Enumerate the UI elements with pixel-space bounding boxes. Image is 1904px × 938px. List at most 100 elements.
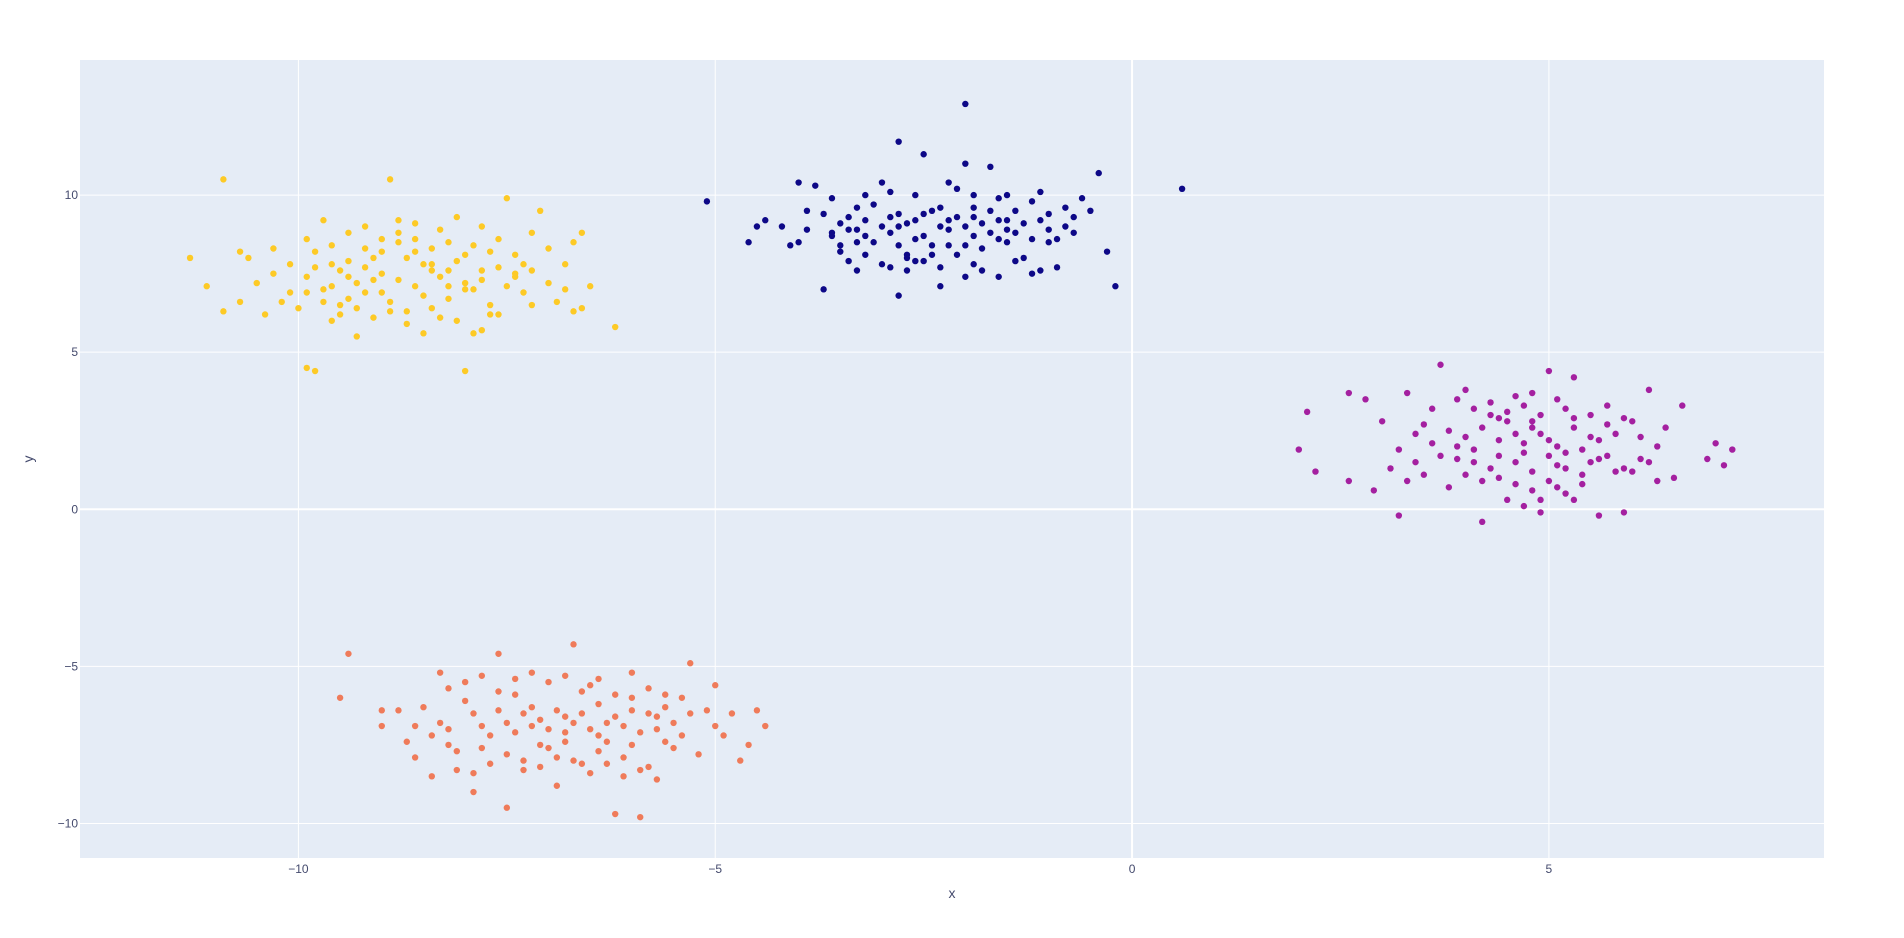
data-point	[687, 710, 694, 717]
data-point	[278, 298, 285, 306]
data-point	[586, 769, 594, 777]
data-point	[386, 298, 394, 306]
data-point	[1604, 402, 1611, 409]
data-point	[586, 725, 594, 733]
data-point	[603, 738, 611, 745]
data-point	[345, 273, 352, 280]
data-point	[553, 754, 561, 761]
data-point	[1529, 418, 1536, 425]
data-point	[428, 304, 436, 312]
data-point	[1462, 433, 1469, 441]
data-point	[1395, 512, 1403, 519]
data-point	[520, 261, 527, 268]
data-point	[637, 766, 644, 774]
data-point	[695, 751, 702, 758]
data-point	[1362, 396, 1369, 403]
data-point	[995, 235, 1002, 243]
data-point	[403, 320, 410, 328]
data-point	[662, 738, 669, 745]
data-point	[928, 251, 936, 258]
data-point	[261, 311, 269, 318]
data-point	[670, 719, 677, 727]
data-point	[470, 710, 477, 717]
data-point	[1487, 465, 1494, 472]
data-point	[712, 682, 719, 689]
data-point	[720, 732, 727, 739]
data-point	[553, 707, 561, 714]
data-point	[561, 261, 569, 268]
data-point	[495, 650, 502, 657]
data-point	[1378, 418, 1386, 425]
data-point	[1562, 405, 1569, 412]
data-point	[378, 270, 385, 277]
data-point	[1062, 223, 1069, 230]
data-point	[1037, 217, 1044, 224]
y-tick-label: 0	[71, 502, 78, 516]
data-point	[1587, 411, 1594, 419]
data-point	[453, 257, 461, 265]
data-point	[1579, 446, 1586, 453]
data-point	[1512, 392, 1519, 400]
data-point	[1529, 389, 1536, 397]
data-point	[353, 333, 360, 340]
data-point	[878, 261, 886, 268]
data-point	[853, 204, 861, 211]
data-point	[662, 691, 669, 698]
data-point	[186, 254, 194, 262]
data-point	[612, 713, 619, 720]
data-point	[1003, 217, 1011, 224]
data-point	[745, 239, 752, 246]
data-point	[286, 261, 294, 268]
data-point	[1412, 458, 1419, 466]
data-point	[578, 304, 586, 312]
data-point	[511, 675, 519, 683]
data-point	[653, 713, 661, 720]
data-point	[970, 213, 977, 221]
data-point	[511, 251, 519, 258]
data-point	[528, 703, 536, 711]
data-point	[853, 267, 861, 274]
data-point	[353, 279, 360, 287]
data-point	[570, 757, 577, 764]
data-point	[1579, 471, 1586, 478]
data-point	[1629, 468, 1636, 475]
data-point	[970, 191, 977, 199]
data-point	[253, 279, 260, 287]
data-point	[837, 242, 844, 249]
data-point	[1645, 386, 1653, 394]
data-point	[478, 276, 486, 284]
data-point	[553, 298, 561, 306]
data-point	[1504, 418, 1511, 425]
data-point	[303, 273, 310, 280]
data-point	[1512, 480, 1519, 488]
data-point	[503, 283, 511, 290]
data-point	[595, 732, 602, 739]
data-point	[1453, 396, 1461, 403]
data-point	[520, 289, 527, 296]
y-tick-label: −10	[58, 816, 79, 830]
data-point	[1545, 452, 1553, 460]
data-point	[361, 245, 369, 252]
data-points	[186, 100, 1736, 821]
data-point	[1037, 267, 1044, 274]
data-point	[528, 722, 536, 730]
data-point	[528, 301, 536, 309]
data-point	[1537, 496, 1544, 504]
data-point	[586, 682, 594, 689]
data-point	[628, 694, 636, 701]
data-point	[486, 311, 494, 318]
data-point	[920, 210, 927, 218]
data-point	[220, 176, 227, 183]
data-point	[586, 283, 594, 290]
data-point	[336, 301, 344, 309]
data-point	[612, 810, 619, 818]
data-point	[303, 289, 310, 296]
data-point	[495, 688, 502, 695]
data-point	[445, 685, 452, 692]
data-point	[1620, 414, 1628, 422]
data-point	[595, 747, 602, 755]
y-axis-title: y	[20, 456, 36, 463]
data-point	[970, 261, 977, 268]
data-point	[536, 716, 544, 723]
data-point	[503, 751, 511, 758]
